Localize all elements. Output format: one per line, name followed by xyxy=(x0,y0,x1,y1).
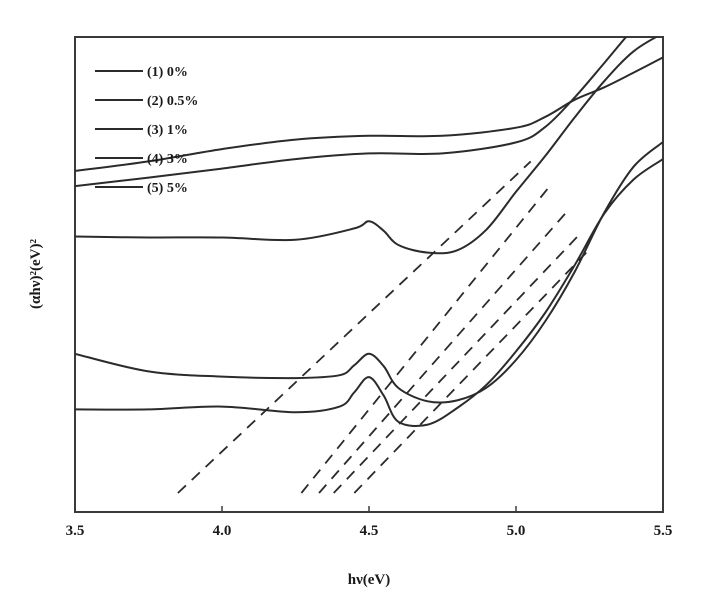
legend-label-2: (2) 0.5% xyxy=(147,94,198,109)
legend-label-5: (5) 5% xyxy=(147,181,188,196)
x-tick-label-5: 5.5 xyxy=(654,523,673,539)
x-tick-label-1: 3.5 xyxy=(66,523,85,539)
x-tick-label-4: 5.0 xyxy=(507,523,526,539)
legend-label-3: (3) 1% xyxy=(147,123,188,138)
y-axis-title: (αhν)²(eV)² xyxy=(28,239,44,309)
x-axis-title: hν(eV) xyxy=(348,572,391,588)
legend-label-1: (1) 0% xyxy=(147,65,188,80)
x-tick-label-2: 4.0 xyxy=(213,523,232,539)
legend-label-4: (4) 3% xyxy=(147,152,188,167)
x-tick-label-3: 4.5 xyxy=(360,523,379,539)
